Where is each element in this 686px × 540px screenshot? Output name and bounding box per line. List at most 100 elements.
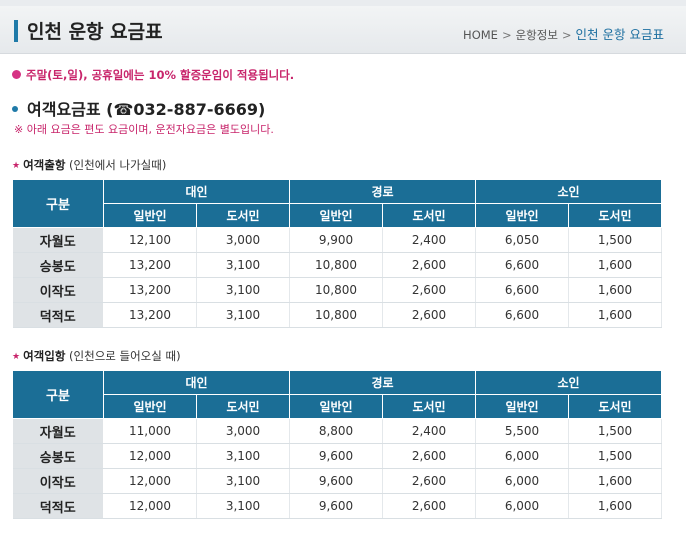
route-cell: 승봉도	[12, 443, 104, 469]
sub-header: 도서민	[196, 203, 290, 228]
fare-cell: 3,100	[196, 252, 290, 278]
fare-cell: 11,000	[103, 418, 197, 444]
fare-cell: 1,500	[568, 227, 662, 253]
fare-cell: 12,000	[103, 468, 197, 494]
route-cell: 덕적도	[12, 493, 104, 519]
fare-cell: 1,500	[568, 443, 662, 469]
table-row: 이작도 12,000 3,100 9,600 2,600 6,000 1,600	[12, 468, 662, 494]
route-cell: 자월도	[12, 227, 104, 253]
fare-cell: 9,600	[289, 493, 383, 519]
fare-cell: 8,800	[289, 418, 383, 444]
fare-cell: 9,600	[289, 443, 383, 469]
group-header-senior: 경로	[289, 370, 476, 395]
fare-cell: 13,200	[103, 277, 197, 303]
sub-header: 일반인	[103, 394, 197, 419]
outbound-fare-table: 구분 대인 경로 소인 일반인 도서민 일반인 도서민 일반인 도서민 자월도 …	[12, 179, 662, 328]
sub-header: 일반인	[475, 203, 569, 228]
fare-cell: 5,500	[475, 418, 569, 444]
sub-header: 도서민	[196, 394, 290, 419]
group-header-adult: 대인	[103, 179, 290, 204]
surcharge-notice: 주말(토,일), 공휴일에는 10% 할증운임이 적용됩니다.	[12, 67, 294, 83]
fare-cell: 10,800	[289, 252, 383, 278]
outbound-title: ★ 여객출항 (인천에서 나가실때)	[12, 157, 166, 173]
fare-cell: 3,100	[196, 468, 290, 494]
title-accent-bar	[14, 20, 18, 42]
fare-cell: 2,400	[382, 418, 476, 444]
group-header-senior: 경로	[289, 179, 476, 204]
fare-cell: 1,600	[568, 302, 662, 328]
inbound-title: ★ 여객입항 (인천으로 들어오실 때)	[12, 348, 181, 364]
group-header-child: 소인	[475, 179, 662, 204]
sub-header: 도서민	[382, 394, 476, 419]
inbound-fare-table: 구분 대인 경로 소인 일반인 도서민 일반인 도서민 일반인 도서민 자월도 …	[12, 370, 662, 519]
outbound-title-bold: 여객출항	[23, 158, 66, 172]
sub-header: 일반인	[289, 394, 383, 419]
fare-cell: 12,000	[103, 443, 197, 469]
category-header: 구분	[12, 370, 104, 419]
section-note: ※ 아래 요금은 편도 요금이며, 운전자요금은 별도입니다.	[14, 123, 274, 136]
fare-cell: 10,800	[289, 277, 383, 303]
section-title: 여객요금표 (☎032-887-6669)	[12, 96, 265, 120]
fare-cell: 3,000	[196, 227, 290, 253]
fare-cell: 6,600	[475, 252, 569, 278]
fare-cell: 2,600	[382, 443, 476, 469]
outbound-title-rest: (인천에서 나가실때)	[65, 158, 167, 172]
fare-cell: 3,100	[196, 443, 290, 469]
bullet-icon	[12, 70, 21, 79]
category-header: 구분	[12, 179, 104, 228]
route-cell: 이작도	[12, 277, 104, 303]
top-strip	[0, 0, 686, 6]
breadcrumb-separator-icon: >	[501, 28, 512, 42]
fare-cell: 2,600	[382, 493, 476, 519]
sub-header: 도서민	[382, 203, 476, 228]
page-title: 인천 운항 요금표	[27, 21, 163, 43]
breadcrumb-separator-icon: >	[561, 28, 572, 42]
fare-cell: 1,600	[568, 493, 662, 519]
sub-header: 일반인	[475, 394, 569, 419]
fare-cell: 1,600	[568, 468, 662, 494]
route-cell: 이작도	[12, 468, 104, 494]
fare-cell: 2,600	[382, 468, 476, 494]
fare-cell: 13,200	[103, 252, 197, 278]
fare-cell: 2,600	[382, 252, 476, 278]
sub-header: 일반인	[103, 203, 197, 228]
fare-cell: 3,100	[196, 493, 290, 519]
breadcrumb-schedule-link[interactable]: 운항정보	[515, 28, 558, 42]
sub-header: 도서민	[568, 203, 662, 228]
fare-cell: 12,000	[103, 493, 197, 519]
table-row: 자월도 12,100 3,000 9,900 2,400 6,050 1,500	[12, 227, 662, 253]
fare-cell: 12,100	[103, 227, 197, 253]
fare-cell: 1,500	[568, 418, 662, 444]
group-header-child: 소인	[475, 370, 662, 395]
inbound-title-bold: 여객입항	[23, 349, 66, 363]
inbound-title-rest: (인천으로 들어오실 때)	[65, 349, 181, 363]
route-cell: 자월도	[12, 418, 104, 444]
bullet-icon	[12, 106, 18, 112]
fare-cell: 6,000	[475, 443, 569, 469]
fare-cell: 6,000	[475, 493, 569, 519]
fare-cell: 13,200	[103, 302, 197, 328]
route-cell: 덕적도	[12, 302, 104, 328]
fare-cell: 1,600	[568, 252, 662, 278]
fare-cell: 9,900	[289, 227, 383, 253]
fare-cell: 6,600	[475, 277, 569, 303]
table-row: 승봉도 13,200 3,100 10,800 2,600 6,600 1,60…	[12, 252, 662, 278]
section-title-text: 여객요금표 (☎032-887-6669)	[27, 100, 266, 119]
fare-cell: 10,800	[289, 302, 383, 328]
breadcrumb-home-link[interactable]: HOME	[463, 28, 498, 42]
star-icon: ★	[12, 352, 21, 362]
fare-cell: 2,600	[382, 302, 476, 328]
fare-cell: 2,400	[382, 227, 476, 253]
table-row: 이작도 13,200 3,100 10,800 2,600 6,600 1,60…	[12, 277, 662, 303]
group-header-adult: 대인	[103, 370, 290, 395]
page-header: 인천 운항 요금표 HOME > 운항정보 > 인천 운항 요금표	[0, 6, 686, 54]
table-row: 승봉도 12,000 3,100 9,600 2,600 6,000 1,500	[12, 443, 662, 469]
fare-cell: 2,600	[382, 277, 476, 303]
sub-header: 도서민	[568, 394, 662, 419]
table-row: 자월도 11,000 3,000 8,800 2,400 5,500 1,500	[12, 418, 662, 444]
fare-cell: 1,600	[568, 277, 662, 303]
fare-cell: 3,000	[196, 418, 290, 444]
breadcrumb-current: 인천 운항 요금표	[575, 27, 664, 42]
fare-cell: 3,100	[196, 277, 290, 303]
fare-cell: 6,000	[475, 468, 569, 494]
